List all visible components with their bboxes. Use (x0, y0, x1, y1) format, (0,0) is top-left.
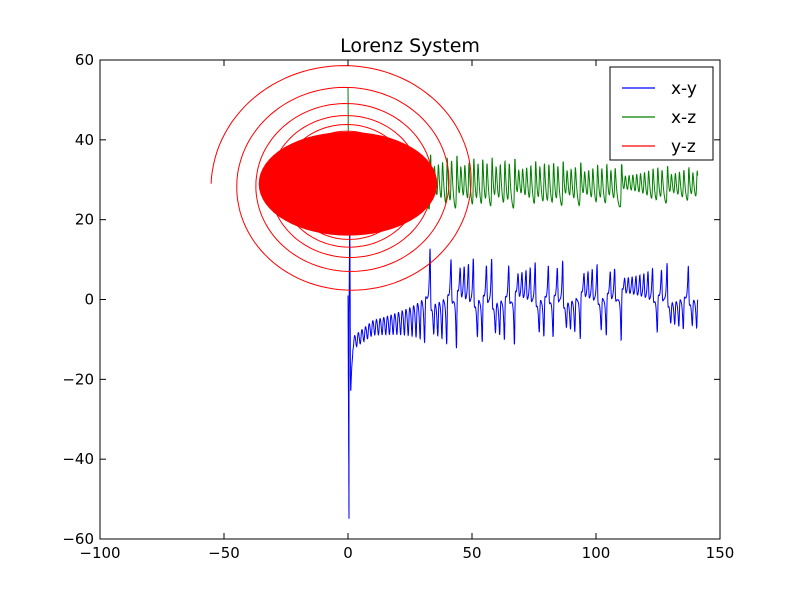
y-tick-label: 20 (75, 211, 94, 229)
x-tick-label: −100 (79, 544, 120, 562)
plot-data (210, 65, 699, 519)
x-tick-label: 0 (343, 544, 353, 562)
legend-box (609, 66, 714, 161)
legend-label-x-y: x-y (671, 79, 697, 99)
chart-title: Lorenz System (340, 35, 480, 57)
x-tick-label: −50 (208, 544, 240, 562)
legend-label-y-z: y-z (671, 137, 696, 157)
legend: x-y x-z y-z (609, 66, 714, 161)
y-tick-label: 0 (84, 291, 94, 309)
y-axis: −60 −40 −20 0 20 40 60 (62, 51, 720, 548)
series-core-y-z (258, 131, 438, 236)
series-line-x-y (347, 231, 699, 519)
y-tick-label: 40 (75, 131, 94, 149)
x-tick-label: 100 (582, 544, 611, 562)
x-tick-label: 50 (462, 544, 481, 562)
y-tick-label: 60 (75, 51, 94, 69)
y-tick-label: −40 (62, 450, 94, 468)
y-tick-label: −20 (62, 370, 94, 388)
legend-label-x-z: x-z (671, 108, 696, 128)
y-tick-label: −60 (62, 530, 94, 548)
x-tick-label: 150 (706, 544, 735, 562)
x-axis: −100 −50 0 50 100 150 (79, 60, 734, 562)
